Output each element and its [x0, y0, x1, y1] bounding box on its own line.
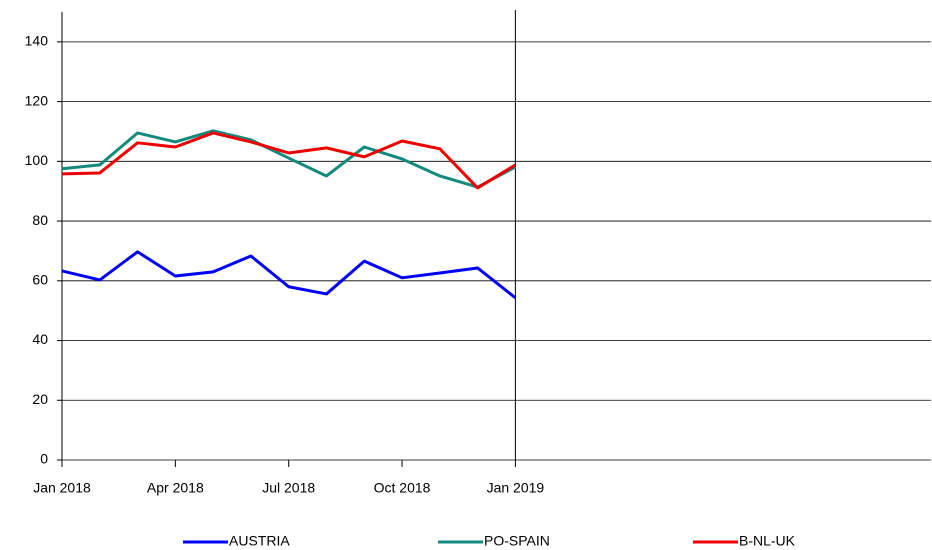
y-tick-label: 140	[25, 33, 49, 49]
y-tick-label: 120	[25, 92, 49, 108]
series-line	[61, 131, 517, 190]
y-tick-label: 0	[40, 451, 48, 467]
legend-label: AUSTRIA	[229, 533, 290, 549]
x-tick-label: Apr 2018	[147, 480, 204, 496]
y-tick-label: 80	[32, 212, 48, 228]
y-tick-label: 40	[32, 331, 48, 347]
y-tick-label: 100	[25, 152, 49, 168]
legend-label: B-NL-UK	[739, 533, 796, 549]
series-line	[61, 250, 517, 300]
series-line	[61, 129, 517, 189]
y-tick-label: 20	[32, 391, 48, 407]
x-tick-label: Jan 2019	[487, 480, 545, 496]
legend-label: PO-SPAIN	[484, 533, 550, 549]
x-tick-label: Jan 2018	[33, 480, 91, 496]
y-tick-label: 60	[32, 272, 48, 288]
x-tick-label: Oct 2018	[374, 480, 431, 496]
x-tick-label: Jul 2018	[262, 480, 315, 496]
